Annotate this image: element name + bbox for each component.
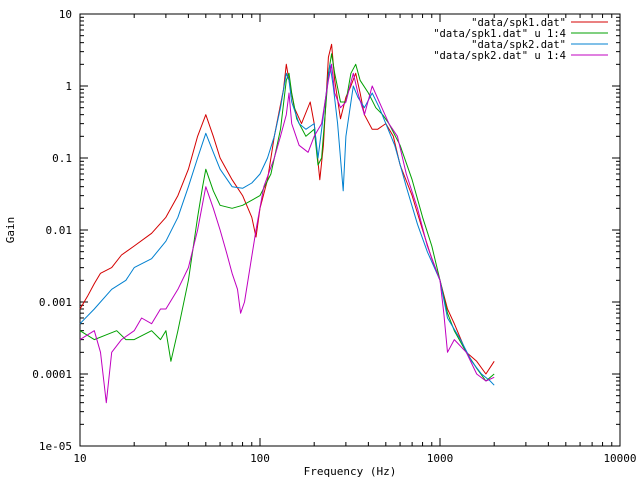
legend: "data/spk1.dat""data/spk1.dat" u 1:4"dat… xyxy=(433,17,608,62)
y-tick-label: 0.0001 xyxy=(32,368,72,381)
legend-label-4: "data/spk2.dat" u 1:4 xyxy=(433,50,566,62)
x-tick-label: 10 xyxy=(73,452,86,465)
y-tick-label: 0.1 xyxy=(52,152,72,165)
y-tick-label: 0.001 xyxy=(39,296,72,309)
y-axis-ticks: 10 1 0.1 0.01 0.001 0.0001 1e-05 xyxy=(32,8,620,453)
x-tick-label: 10000 xyxy=(603,452,636,465)
series-line-4 xyxy=(79,63,495,404)
y-tick-label: 1 xyxy=(65,80,72,93)
legend-label-3: "data/spk2.dat" xyxy=(471,39,566,51)
x-axis-label: Frequency (Hz) xyxy=(304,465,397,478)
series-line-3 xyxy=(79,63,495,386)
y-tick-label: 1e-05 xyxy=(39,440,72,453)
y-tick-label: 0.01 xyxy=(46,224,73,237)
x-tick-label: 100 xyxy=(250,452,270,465)
legend-label-2: "data/spk1.dat" u 1:4 xyxy=(433,28,566,40)
series-line-2 xyxy=(79,53,495,382)
x-axis-ticks: 10 100 1000 10000 xyxy=(73,14,637,465)
x-tick-label: 1000 xyxy=(427,452,454,465)
series-layer xyxy=(79,43,495,404)
legend-label-1: "data/spk1.dat" xyxy=(471,17,566,29)
series-line-1 xyxy=(79,43,495,375)
y-tick-label: 10 xyxy=(59,8,72,21)
y-axis-label: Gain xyxy=(4,217,17,244)
